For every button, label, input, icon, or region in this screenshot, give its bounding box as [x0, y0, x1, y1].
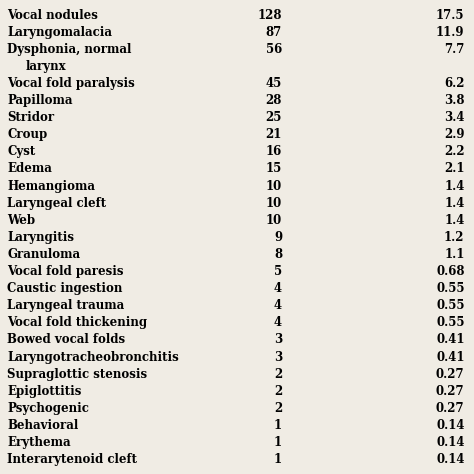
Text: Bowed vocal folds: Bowed vocal folds [7, 333, 125, 346]
Text: Erythema: Erythema [7, 436, 71, 449]
Text: 0.14: 0.14 [436, 453, 465, 466]
Text: Epiglottitis: Epiglottitis [7, 385, 82, 398]
Text: 0.27: 0.27 [436, 368, 465, 381]
Text: 21: 21 [265, 128, 282, 141]
Text: larynx: larynx [26, 60, 67, 73]
Text: 4: 4 [274, 282, 282, 295]
Text: 3.4: 3.4 [444, 111, 465, 124]
Text: Supraglottic stenosis: Supraglottic stenosis [7, 368, 147, 381]
Text: 3: 3 [274, 333, 282, 346]
Text: 16: 16 [266, 146, 282, 158]
Text: 0.27: 0.27 [436, 385, 465, 398]
Text: 0.14: 0.14 [436, 419, 465, 432]
Text: 0.55: 0.55 [436, 282, 465, 295]
Text: 128: 128 [257, 9, 282, 21]
Text: 17.5: 17.5 [436, 9, 465, 21]
Text: 28: 28 [265, 94, 282, 107]
Text: 0.41: 0.41 [436, 333, 465, 346]
Text: 10: 10 [266, 197, 282, 210]
Text: Vocal fold paralysis: Vocal fold paralysis [7, 77, 135, 90]
Text: 25: 25 [265, 111, 282, 124]
Text: 1.4: 1.4 [444, 197, 465, 210]
Text: 56: 56 [266, 43, 282, 56]
Text: 0.68: 0.68 [436, 265, 465, 278]
Text: Vocal fold thickening: Vocal fold thickening [7, 316, 147, 329]
Text: Laryngitis: Laryngitis [7, 231, 74, 244]
Text: 6.2: 6.2 [444, 77, 465, 90]
Text: 0.41: 0.41 [436, 350, 465, 364]
Text: 10: 10 [266, 214, 282, 227]
Text: 1: 1 [274, 453, 282, 466]
Text: Dysphonia, normal: Dysphonia, normal [7, 43, 131, 56]
Text: 2: 2 [274, 368, 282, 381]
Text: 0.55: 0.55 [436, 316, 465, 329]
Text: Croup: Croup [7, 128, 47, 141]
Text: 1.2: 1.2 [444, 231, 465, 244]
Text: 2.2: 2.2 [444, 146, 465, 158]
Text: 1: 1 [274, 419, 282, 432]
Text: 1: 1 [274, 436, 282, 449]
Text: Psychogenic: Psychogenic [7, 402, 89, 415]
Text: 3: 3 [274, 350, 282, 364]
Text: 1.4: 1.4 [444, 180, 465, 192]
Text: Edema: Edema [7, 163, 52, 175]
Text: Papilloma: Papilloma [7, 94, 73, 107]
Text: 0.14: 0.14 [436, 436, 465, 449]
Text: 15: 15 [266, 163, 282, 175]
Text: Laryngeal trauma: Laryngeal trauma [7, 299, 124, 312]
Text: Web: Web [7, 214, 35, 227]
Text: Interarytenoid cleft: Interarytenoid cleft [7, 453, 137, 466]
Text: Laryngotracheobronchitis: Laryngotracheobronchitis [7, 350, 179, 364]
Text: 7.7: 7.7 [444, 43, 465, 56]
Text: 8: 8 [274, 248, 282, 261]
Text: 10: 10 [266, 180, 282, 192]
Text: Vocal nodules: Vocal nodules [7, 9, 98, 21]
Text: 2: 2 [274, 402, 282, 415]
Text: 0.27: 0.27 [436, 402, 465, 415]
Text: Caustic ingestion: Caustic ingestion [7, 282, 122, 295]
Text: 87: 87 [266, 26, 282, 39]
Text: 0.55: 0.55 [436, 299, 465, 312]
Text: 4: 4 [274, 299, 282, 312]
Text: Vocal fold paresis: Vocal fold paresis [7, 265, 124, 278]
Text: Laryngeal cleft: Laryngeal cleft [7, 197, 106, 210]
Text: Hemangioma: Hemangioma [7, 180, 95, 192]
Text: 2.1: 2.1 [444, 163, 465, 175]
Text: 5: 5 [274, 265, 282, 278]
Text: Behavioral: Behavioral [7, 419, 78, 432]
Text: Granuloma: Granuloma [7, 248, 80, 261]
Text: 1.1: 1.1 [444, 248, 465, 261]
Text: 2.9: 2.9 [444, 128, 465, 141]
Text: 45: 45 [266, 77, 282, 90]
Text: 9: 9 [274, 231, 282, 244]
Text: 3.8: 3.8 [444, 94, 465, 107]
Text: 1.4: 1.4 [444, 214, 465, 227]
Text: 2: 2 [274, 385, 282, 398]
Text: Laryngomalacia: Laryngomalacia [7, 26, 112, 39]
Text: Stridor: Stridor [7, 111, 54, 124]
Text: 11.9: 11.9 [436, 26, 465, 39]
Text: 4: 4 [274, 316, 282, 329]
Text: Cyst: Cyst [7, 146, 36, 158]
